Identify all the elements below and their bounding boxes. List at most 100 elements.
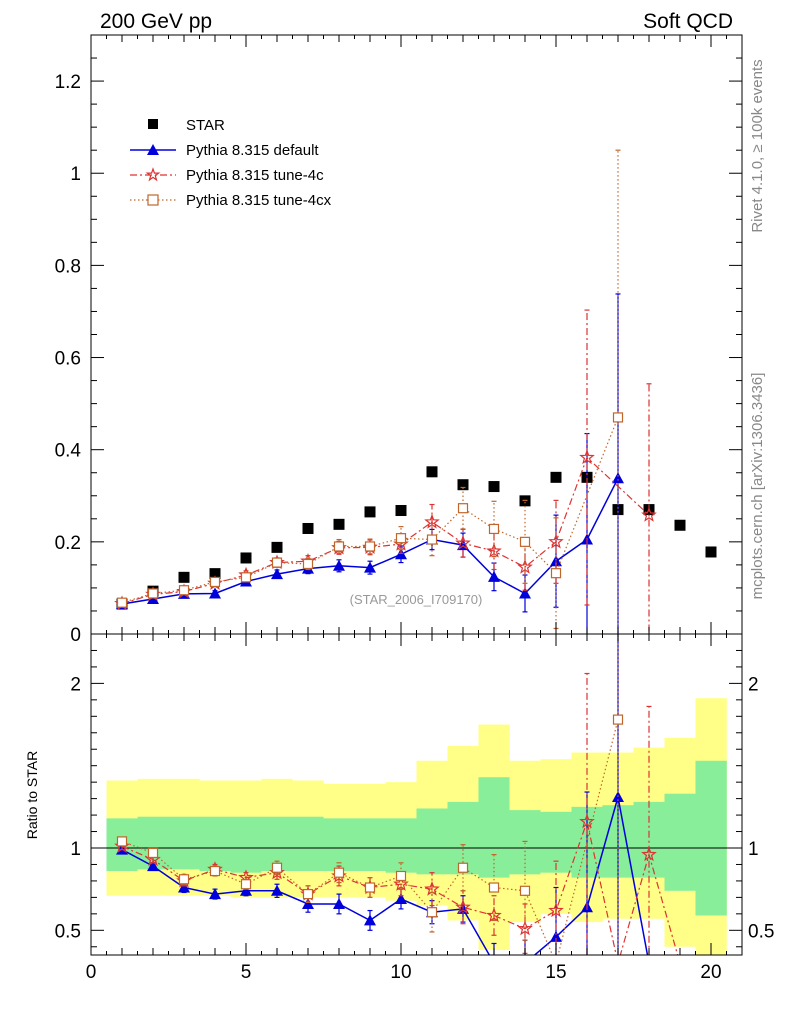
y-tick-label: 1: [70, 164, 81, 185]
legend-label-default: Pythia 8.315 default: [186, 142, 319, 159]
data-point-tune4c: [679, 954, 681, 955]
legend-marker-tune4cx: [147, 194, 159, 206]
legend-marker-default: [147, 144, 159, 155]
y-tick-label: 0.2: [55, 533, 81, 554]
data-point-tune4c: [486, 907, 502, 923]
legend-entry-star: STAR: [148, 117, 225, 134]
header-right: Soft QCD: [643, 10, 733, 33]
data-point-tune4cx: [178, 585, 190, 596]
y-tick-label: 1: [70, 839, 81, 860]
data-point-tune4cx: [240, 572, 252, 583]
data-point-tune4cx: [333, 541, 345, 552]
band-inner: [354, 818, 386, 872]
data-point-tune4cx: [426, 534, 438, 545]
y-tick-label: 0.5: [55, 921, 81, 942]
data-point-default: [302, 897, 314, 909]
data-point-default: [178, 881, 190, 893]
ratio-plot: 0 5 10 15 20 0.5 0.5 1 1 2 2: [55, 633, 774, 983]
panel-plot-area: [91, 634, 742, 968]
rivet-label: Rivet 4.1.0, ≥ 100k events: [749, 59, 766, 232]
data-point-tune4c: [455, 899, 471, 914]
header-left: 200 GeV pp: [100, 10, 212, 33]
data-point-tune4cx: [209, 576, 221, 588]
x-tick-label: 20: [700, 962, 721, 983]
ratio-ylabel: Ratio to STAR: [24, 751, 40, 839]
band-inner: [664, 793, 696, 891]
data-point-tune4cx: [488, 523, 500, 535]
data-point-default: [519, 957, 531, 968]
data-point-tune4c: [548, 533, 564, 549]
data-point-default: [519, 587, 531, 599]
y-tick-label: 0: [70, 625, 81, 646]
data-point-tune4cx: [395, 870, 407, 882]
y-tick-label-right: 1: [748, 839, 759, 860]
x-tick-label: 0: [86, 962, 97, 983]
x-tick-label: 15: [545, 962, 566, 983]
data-point-tune4cx: [519, 536, 531, 547]
y-tick-label-right: 0.5: [748, 921, 774, 942]
y-tick-label-right: 2: [748, 674, 759, 695]
data-point-default: [364, 561, 376, 573]
data-point-default: [271, 568, 283, 580]
legend-marker-tune4c: [145, 167, 161, 182]
star-data-point: [333, 518, 345, 530]
y-tick-label: 0.6: [55, 349, 81, 370]
data-point-tune4c: [579, 449, 595, 465]
data-point-default: [209, 888, 221, 900]
data-point-tune4cx: [364, 541, 376, 552]
band-inner: [509, 810, 541, 875]
y-tick-label: 0.4: [55, 441, 82, 462]
star-data-point: [271, 541, 283, 553]
data-point-tune4cx: [488, 882, 500, 893]
band-inner: [292, 816, 324, 872]
data-point-tune4cx: [333, 867, 345, 878]
star-data-point: [705, 546, 717, 558]
data-point-tune4cx: [519, 885, 531, 896]
data-point-tune4cx: [302, 888, 314, 900]
data-point-tune4cx: [147, 588, 159, 599]
data-point-default: [643, 957, 655, 968]
star-data-point: [426, 466, 438, 478]
data-point-tune4cx: [147, 847, 159, 859]
data-point-default: [147, 860, 159, 872]
data-point-tune4cx: [178, 874, 190, 885]
star-data-point: [488, 481, 500, 493]
data-point-tune4c: [641, 846, 657, 862]
legend-label-tune4c: Pythia 8.315 tune-4c: [186, 167, 324, 184]
data-point-default: [488, 570, 500, 582]
data-point-tune4c: [579, 813, 595, 829]
legend-label-tune4cx: Pythia 8.315 tune-4cx: [186, 192, 332, 209]
mcplots-label: mcplots.cern.ch [arXiv:1306.3436]: [749, 373, 766, 600]
star-data-point: [550, 471, 562, 483]
data-point-default: [550, 930, 562, 942]
legend-label-star: STAR: [186, 117, 225, 134]
x-tick-label: 10: [390, 962, 411, 983]
data-point-tune4cx: [116, 836, 128, 847]
data-point-tune4cx: [457, 862, 469, 873]
data-point-default: [395, 893, 407, 905]
data-point-tune4cx: [302, 558, 314, 570]
data-point-tune4c: [424, 513, 440, 529]
legend-entry-tune4cx: Pythia 8.315 tune-4cx: [130, 192, 332, 209]
data-point-tune4cx: [426, 907, 438, 918]
star-data-point: [674, 519, 686, 531]
data-point-default: [364, 914, 376, 926]
data-point-default: [612, 472, 624, 484]
star-data-point: [302, 522, 314, 534]
y-tick-label: 2: [70, 674, 81, 695]
data-point-tune4c: [455, 534, 471, 550]
x-tick-label: 5: [241, 962, 252, 983]
data-point-tune4cx: [116, 597, 128, 608]
data-point-default: [333, 897, 345, 909]
data-point-tune4cx: [395, 533, 407, 544]
band-inner: [478, 777, 510, 878]
band-inner: [540, 811, 572, 873]
data-point-tune4cx: [271, 557, 283, 568]
data-point-default: [488, 957, 500, 968]
data-point-tune4cx: [240, 879, 252, 890]
data-point-tune4cx: [209, 865, 221, 877]
y-tick-label: 0.8: [55, 256, 81, 277]
band-inner: [385, 818, 417, 873]
band-inner: [695, 760, 727, 916]
